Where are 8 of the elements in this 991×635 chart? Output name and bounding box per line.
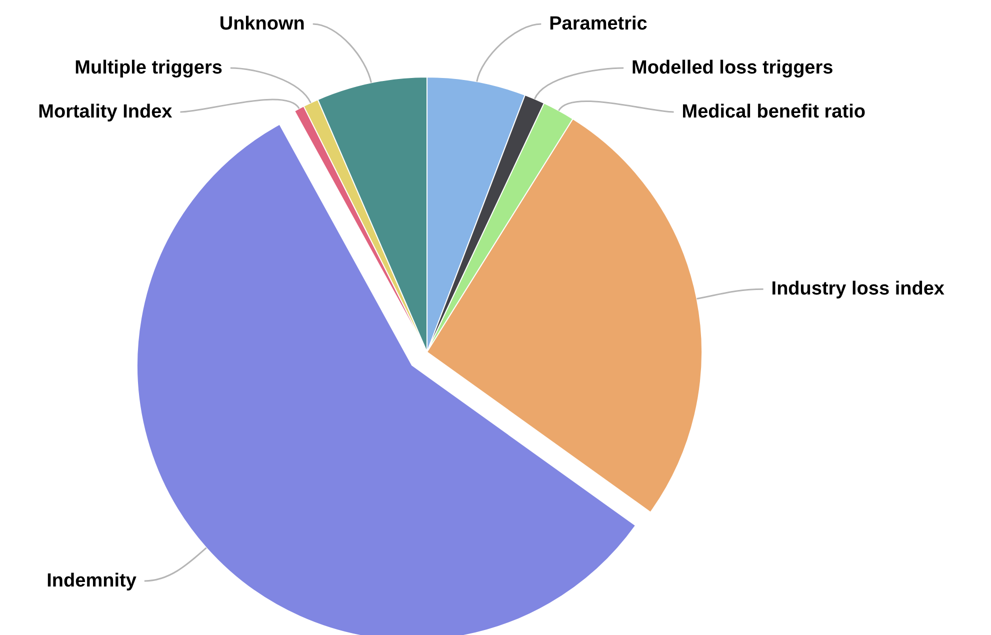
slice-label: Industry loss index (771, 278, 945, 300)
slice-label: Medical benefit ratio (682, 102, 866, 122)
slice-label: Mortality Index (38, 102, 173, 122)
slice-label: Indemnity (46, 570, 137, 592)
slice-label: Parametric (549, 14, 648, 34)
slice-label: Unknown (219, 14, 305, 34)
slice-label: Modelled loss triggers (632, 58, 834, 78)
slice-label: Multiple triggers (74, 58, 222, 78)
